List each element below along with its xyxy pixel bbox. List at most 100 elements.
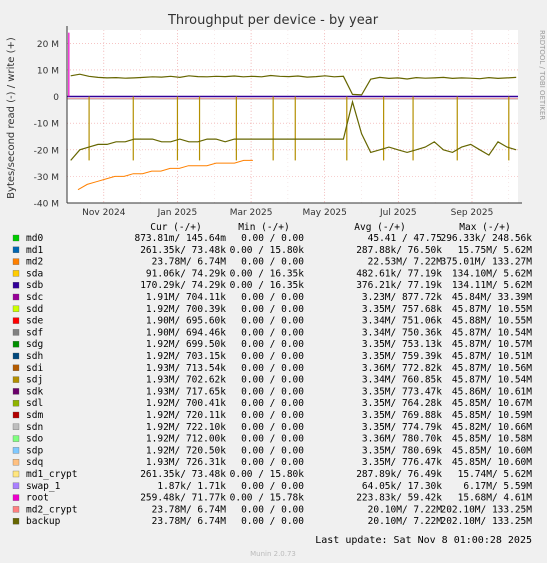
- legend-min: 0.00 / 0.00: [241, 422, 304, 433]
- legend-row: sdn 1.92M/ 722.10k 0.00 / 0.00 3.35M/ 774.7…: [12, 422, 532, 433]
- legend-row: swap_1 1.87k/ 1.71k 0.00 / 0.00 64.05k/ 17.…: [12, 481, 532, 492]
- legend-cur: 1.90M/ 694.46k: [146, 327, 226, 338]
- legend-swatch: [12, 376, 20, 383]
- legend-avg: 3.35M/ 776.47k: [362, 457, 442, 468]
- legend-row: md1 261.35k/ 73.48k 0.00 / 15.80k 287.88k/ …: [12, 245, 533, 256]
- legend-cur: 1.92M/ 720.11k: [146, 410, 226, 421]
- legend-name: md1: [26, 245, 43, 256]
- y-tick-label: 20 M: [37, 40, 59, 50]
- legend-row: md2 23.78M/ 6.74M 0.00 / 0.00 22.53M/ 7.22M…: [12, 257, 532, 268]
- legend-max: 45.85M/ 10.58M: [452, 434, 532, 445]
- legend-min: 0.00 / 0.00: [241, 351, 304, 362]
- legend-cur: 1.91M/ 704.11k: [146, 292, 226, 303]
- legend-min: 0.00 / 0.00: [241, 375, 304, 386]
- backup-write-line: [70, 73, 517, 96]
- legend-swatch: [12, 411, 20, 419]
- legend-avg: 3.36M/ 772.82k: [362, 363, 442, 374]
- legend-swatch: [12, 423, 20, 430]
- legend-header-cur: Cur (-/+): [150, 222, 201, 233]
- legend-header-min: Min (-/+): [238, 222, 289, 233]
- legend-swatch: [12, 435, 20, 442]
- legend-min: 0.00 / 0.00: [241, 457, 304, 468]
- legend-name: swap_1: [26, 481, 61, 492]
- y-axis-label: Bytes/second read (-) / write (+): [6, 37, 17, 199]
- legend-name: backup: [26, 516, 61, 527]
- legend-name: sdp: [26, 445, 43, 456]
- legend-min: 0.00 / 15.80k: [230, 469, 305, 480]
- legend-avg: 3.36M/ 780.70k: [362, 434, 442, 445]
- axes: 20 M 10 M 0 -10 M -20 M -30 M -40 M Nov 2024 Jan…: [34, 26, 522, 218]
- legend-cur: 1.92M/ 703.15k: [146, 351, 226, 362]
- munin-footer: Munin 2.0.73: [250, 550, 296, 558]
- legend-cur: 1.87k/ 1.71k: [157, 481, 226, 492]
- legend-max: 45.84M/ 33.39M: [452, 292, 532, 303]
- legend-name: sdj: [26, 375, 43, 386]
- legend-name: sdo: [26, 434, 43, 445]
- legend-row: md2_crypt 23.78M/ 6.74M 0.00 / 0.00 20.10M/…: [12, 504, 532, 515]
- legend-row: sdc 1.91M/ 704.11k 0.00 / 0.00 3.23M/ 877.7…: [12, 292, 532, 303]
- legend-avg: 287.89k/ 76.49k: [356, 469, 442, 480]
- legend-row: sdj 1.93M/ 702.62k 0.00 / 0.00 3.34M/ 760.8…: [12, 375, 532, 386]
- legend-cur: 23.78M/ 6.74M: [152, 504, 227, 515]
- legend-cur: 1.93M/ 702.62k: [146, 375, 226, 386]
- legend-name: sdg: [26, 339, 43, 350]
- legend-row: sde 1.90M/ 695.60k 0.00 / 0.00 3.34M/ 751.0…: [12, 316, 532, 327]
- legend-swatch: [12, 305, 20, 312]
- legend-name: sdd: [26, 304, 43, 315]
- y-tick-label: 10 M: [37, 66, 59, 76]
- legend-swatch: [12, 470, 20, 478]
- legend-swatch: [12, 364, 20, 371]
- legend-cur: 23.78M/ 6.74M: [152, 257, 227, 268]
- legend-min: 0.00 / 0.00: [241, 304, 304, 315]
- legend-swatch: [12, 447, 20, 454]
- legend-name: sdk: [26, 386, 43, 397]
- legend-max: 45.86M/ 10.61M: [452, 386, 532, 397]
- legend-cur: 261.35k/ 73.48k: [140, 245, 226, 256]
- legend-min: 0.00 / 0.00: [241, 504, 304, 515]
- legend-swatch: [12, 494, 20, 501]
- legend-avg: 287.88k/ 76.50k: [356, 245, 442, 256]
- legend-avg: 64.05k/ 17.30k: [362, 481, 442, 492]
- legend-avg: 3.23M/ 877.72k: [362, 292, 442, 303]
- legend-cur: 1.90M/ 695.60k: [146, 316, 226, 327]
- legend-row: sdl 1.92M/ 700.41k 0.00 / 0.00 3.35M/ 764.2…: [12, 398, 532, 409]
- legend-swatch: [12, 341, 20, 348]
- legend-min: 0.00 / 0.00: [241, 363, 304, 374]
- legend-cur: 1.92M/ 720.50k: [146, 445, 226, 456]
- legend-max: 15.75M/ 5.62M: [458, 245, 533, 256]
- legend-max: 45.85M/ 10.59M: [452, 410, 532, 421]
- x-tick-label: Jul 2025: [379, 208, 417, 218]
- x-tick-label: Jan 2025: [157, 208, 198, 218]
- legend-avg: 45.41 / 47.75: [368, 233, 442, 244]
- legend-name: sdb: [26, 280, 43, 291]
- legend-row: sdo 1.92M/ 712.00k 0.00 / 0.00 3.36M/ 780.7…: [12, 434, 532, 445]
- legend-row: sdd 1.92M/ 700.39k 0.00 / 0.00 3.35M/ 757.6…: [12, 304, 532, 315]
- legend-name: md1_crypt: [26, 469, 77, 480]
- legend-name: sdi: [26, 363, 43, 374]
- legend-min: 0.00 / 16.35k: [230, 268, 305, 279]
- legend-max: 6.17M/ 5.59M: [463, 481, 532, 492]
- legend-avg: 20.10M/ 7.22M: [368, 504, 443, 515]
- legend-max: 45.87M/ 10.51M: [452, 351, 532, 362]
- legend-row: sda 91.06k/ 74.29k 0.00 / 16.35k 482.61k/ 7…: [12, 268, 532, 279]
- legend-avg: 22.53M/ 7.22M: [368, 257, 443, 268]
- legend-row: sdg 1.92M/ 699.50k 0.00 / 0.00 3.35M/ 753.1…: [12, 339, 532, 350]
- legend-row: sdf 1.90M/ 694.46k 0.00 / 0.00 3.34M/ 750.3…: [12, 327, 532, 338]
- legend-avg: 223.83k/ 59.42k: [356, 493, 442, 504]
- legend-avg: 3.34M/ 760.85k: [362, 375, 442, 386]
- legend-row: sdm 1.92M/ 720.11k 0.00 / 0.00 3.35M/ 769.8…: [12, 410, 532, 421]
- legend-swatch: [12, 234, 20, 242]
- legend-swatch: [12, 400, 20, 407]
- legend-max: 45.85M/ 10.60M: [452, 457, 532, 468]
- legend-max: 45.82M/ 10.66M: [452, 422, 532, 433]
- legend-min: 0.00 / 15.78k: [230, 493, 305, 504]
- legend-avg: 3.35M/ 764.28k: [362, 398, 442, 409]
- y-tick-label: -20 M: [34, 146, 59, 156]
- legend-row: md1_crypt 261.35k/ 73.48k 0.00 / 15.80k 287…: [12, 469, 532, 480]
- legend-min: 0.00 / 0.00: [241, 327, 304, 338]
- legend-swatch: [12, 329, 20, 336]
- legend-name: md0: [26, 233, 43, 244]
- legend-max: 45.87M/ 10.57M: [452, 339, 532, 350]
- legend-row: sdk 1.93M/ 717.65k 0.00 / 0.00 3.35M/ 773.4…: [12, 386, 532, 397]
- legend-swatch: [12, 258, 20, 265]
